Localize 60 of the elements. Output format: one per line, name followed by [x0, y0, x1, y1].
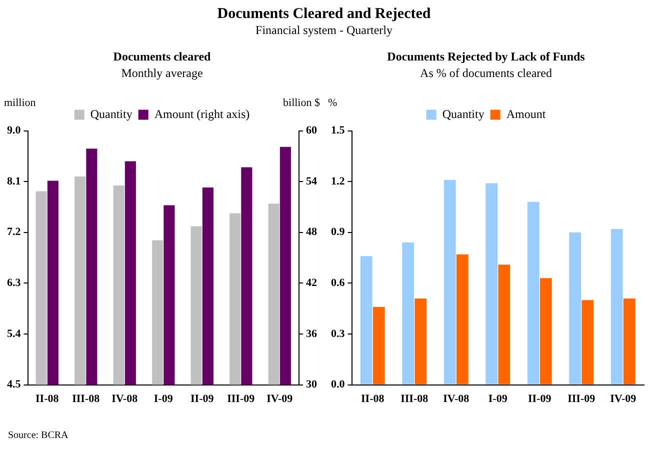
y-tick-label: 0.6 — [331, 277, 346, 290]
y2-tick-label: 48 — [306, 226, 318, 238]
y-axis-title: % — [328, 97, 338, 110]
y2-tick-label: 60 — [306, 124, 318, 137]
y-tick-label: 6.3 — [7, 277, 22, 290]
y-tick-label: 9.0 — [7, 124, 22, 137]
bar — [414, 298, 427, 384]
x-tick-label: III-08 — [72, 393, 100, 406]
chart-subtitle: As % of documents cleared — [420, 66, 552, 80]
y2-tick-label: 30 — [306, 378, 318, 391]
bar — [456, 254, 468, 384]
y-tick-label: 8.1 — [7, 175, 21, 188]
y-tick-label: 0.9 — [331, 226, 346, 238]
bar — [498, 264, 510, 384]
x-tick-label: IV-08 — [443, 393, 470, 406]
x-tick-label: III-09 — [568, 393, 596, 406]
y-tick-label: 0.3 — [331, 328, 346, 340]
y2-axis-title: billion $ — [283, 97, 320, 110]
y-tick-label: 4.5 — [7, 378, 22, 391]
y-tick-label: 1.5 — [331, 124, 346, 137]
bar — [444, 180, 456, 384]
y-tick-label: 0.0 — [331, 378, 346, 391]
x-tick-label: II-09 — [528, 393, 552, 406]
text: Documents Cleared and Rejected — [216, 6, 432, 23]
y2-tick-label: 54 — [306, 175, 318, 188]
y-tick-label: 1.2 — [331, 175, 346, 188]
legend-label: Amount — [506, 106, 546, 121]
legend-label: Quantity — [442, 106, 484, 121]
x-tick-label: II-08 — [36, 393, 60, 406]
x-tick-label: II-09 — [190, 393, 214, 406]
x-tick-label: III-09 — [227, 393, 256, 406]
x-tick-label: III-08 — [400, 393, 429, 406]
bar — [582, 300, 594, 384]
bar — [372, 306, 385, 384]
text: Financial system - Quarterly — [254, 23, 394, 38]
y2-tick-label: 36 — [306, 328, 318, 340]
y-tick-label: 7.2 — [7, 226, 22, 238]
x-tick-label: IV-09 — [610, 393, 637, 406]
bar — [527, 202, 540, 384]
bar — [623, 298, 636, 384]
bar — [486, 183, 498, 384]
y2-tick-label: 42 — [306, 277, 318, 290]
bar — [402, 242, 414, 384]
chart-title: Documents Rejected by Lack of Funds — [387, 49, 586, 64]
x-tick-label: IV-08 — [112, 393, 138, 406]
bar — [540, 278, 552, 384]
bar — [610, 229, 623, 384]
legend-label: Amount (right axis) — [154, 106, 250, 121]
legend-label: Quantity — [90, 106, 132, 121]
chart-subtitle: Monthly average — [121, 66, 203, 80]
x-tick-label: IV-09 — [266, 393, 294, 406]
y-tick-label: 5.4 — [7, 328, 22, 340]
source-note: Source: BCRA — [8, 430, 68, 441]
bar — [569, 232, 582, 384]
chart-title: Documents cleared — [113, 49, 212, 64]
x-tick-label: I-09 — [154, 393, 174, 406]
y-axis-title: million — [4, 97, 36, 110]
x-tick-label: I-09 — [488, 393, 508, 406]
bar — [360, 256, 372, 384]
x-tick-label: II-08 — [361, 393, 385, 406]
